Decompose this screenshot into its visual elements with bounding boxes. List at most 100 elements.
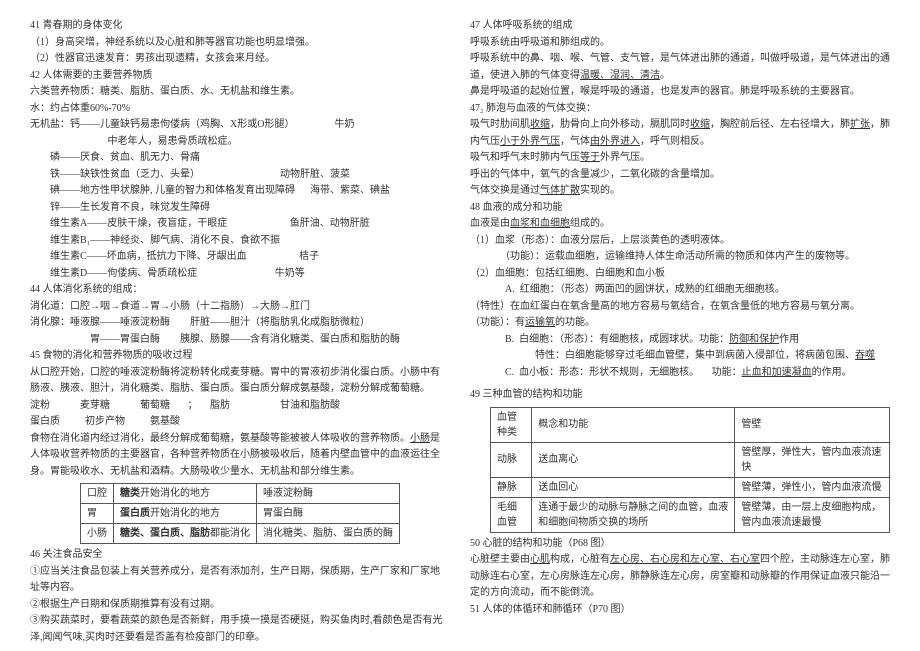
text-line: 46 关注食品安全	[30, 547, 445, 564]
text: ，肋骨向上向外移动，膈肌同时	[550, 119, 690, 130]
text-line: （功能）：有运输氧的功能。	[470, 315, 890, 332]
text-line: 42 人体需要的主要营养物质	[30, 68, 445, 85]
text-line: 维生素D——佝偻病、骨质疏松症 牛奶等	[30, 266, 445, 283]
underline-text: 小肠	[410, 433, 430, 444]
text-line: （1）血浆（形态）：血液分层后，上层淡黄色的透明液体。	[470, 233, 890, 250]
table-row: 动脉 送血离心 管壁厚，弹性大，管内血液流速快	[491, 442, 890, 477]
text-line: 碘——地方性甲状腺肿, 儿童的智力和体格发育出现障碍 海带、紫菜、碘盐	[30, 183, 445, 200]
text: 血液是由	[470, 218, 510, 229]
text-line: 51 人体的体循环和肺循环（P70 图）	[470, 602, 890, 619]
table-row: 口腔 糖类开始消化的地方 唾液淀粉酶	[81, 484, 400, 504]
cell: 消化糖类、脂肪、蛋白质的酶	[257, 524, 400, 544]
text-line: 水：约占体重60%-70%	[30, 101, 445, 118]
header-cell: 管壁	[735, 407, 890, 442]
underline-text: 由外界进入	[590, 136, 640, 147]
text: 组成的。	[570, 218, 610, 229]
right-column: 47 人体呼吸系统的组成 呼吸系统由呼吸道和肺组成的。 呼吸系统中的鼻、咽、喉、…	[460, 18, 890, 633]
cell: 蛋白质开始消化的地方	[114, 504, 257, 524]
text-line: B. 白细胞：（形态）：有细胞核，成圆球状。功能：防御和保护作用	[470, 332, 890, 349]
text-line: 47₂ 肺泡与血液的气体交换：	[470, 101, 890, 118]
text-line: 鼻是呼吸道的起始位置，喉是呼吸的通道，也是发声的器官。肺是呼吸系统的主要器官。	[470, 84, 890, 101]
text-line: 淀粉 麦芽糖 葡萄糖 ； 脂肪 甘油和脂肪酸	[30, 398, 445, 415]
text-line: 中老年人，易患骨质疏松症。	[30, 134, 445, 151]
text: 作用	[779, 334, 799, 345]
text: 外界气压。	[600, 152, 650, 163]
text-line: 呼吸系统由呼吸道和肺组成的。	[470, 35, 890, 52]
underline-text: 温暖、湿润、清洁	[580, 70, 660, 81]
cell: 管壁薄，由一层上皮细胞构成，管内血液流速最慢	[735, 497, 890, 532]
text: 吸气和呼气末时肺内气压	[470, 152, 580, 163]
text-line: A. 红细胞：（形态）两面凹的圆饼状，成熟的红细胞无细胞核。	[470, 282, 890, 299]
cell: 管壁厚，弹性大，管内血液流速快	[735, 442, 890, 477]
text: 实现的。	[580, 185, 620, 196]
text: （功能）：有	[470, 317, 525, 328]
text-line: 呼出的气体中，氧气的含量减少，二氧化碳的含量增加。	[470, 167, 890, 184]
text-line: 50 心脏的结构和功能（P68 图）	[470, 536, 890, 553]
cell: 唾液淀粉酶	[257, 484, 400, 504]
cell: 口腔	[81, 484, 114, 504]
underline-text: 左心房、右心房和左心室、右心室	[610, 554, 760, 565]
cell: 送血离心	[532, 442, 735, 477]
text-line: 气体交换是通过气体扩散实现的。	[470, 183, 890, 200]
text-line: （1）身高突增，神经系统以及心脏和肺等器官功能也明显增强。	[30, 35, 445, 52]
text: 都能消化	[210, 528, 250, 539]
text-line: 心脏壁主要由心肌构成，心脏有左心房、右心房和左心室、右心室四个腔，主动脉连左心室…	[470, 552, 890, 602]
underline-text: 血浆和血细胞	[510, 218, 570, 229]
text-line: 44 人体消化系统的组成：	[30, 282, 445, 299]
text-line: ①应当关注食品包装上有关营养成分，是否有添加剂，生产日期，保质期，生产厂家和厂家…	[30, 564, 445, 597]
cell: 胃蛋白酶	[257, 504, 400, 524]
text-line: 锌——生长发育不良，味觉发生障碍	[30, 200, 445, 217]
text: 开始消化的地方	[150, 508, 220, 519]
text-line: 吸气时肋间肌收缩，肋骨向上向外移动，膈肌同时收缩，胸腔前后径、左右径增大，肺扩张…	[470, 117, 890, 150]
text-line: 呼吸系统中的鼻、咽、喉、气管、支气管，是气体进出肺的通道，叫做呼吸道，是气体进出…	[470, 51, 890, 84]
text-line: ③购买蔬菜时，要看蔬菜的颜色是否新鲜，用手摸一摸是否硬挺，购买鱼肉时,看颜色是否…	[30, 613, 445, 646]
bold-text: 糖类	[120, 488, 140, 499]
text-line: 从口腔开始，口腔的唾液淀粉酶将淀粉转化成麦芽糖。胃中的胃液初步消化蛋白质。小肠中…	[30, 365, 445, 398]
text-line: 六类营养物质：糖类、脂肪、蛋白质、水、无机盐和维生素。	[30, 84, 445, 101]
table-row: 胃 蛋白质开始消化的地方 胃蛋白酶	[81, 504, 400, 524]
text: 。	[660, 70, 670, 81]
text: 的作用。	[812, 367, 852, 378]
text-line: （特性）在血红蛋白在氧含量高的地方容易与氧结合，在氧含量低的地方容易与氧分离。	[470, 299, 890, 316]
table-row: 小肠 糖类、蛋白质、脂肪都能消化 消化糖类、脂肪、蛋白质的酶	[81, 524, 400, 544]
text-line: 49 三种血管的结构和功能	[470, 387, 890, 404]
text: 特性：白细胞能够穿过毛细血管壁，集中到病菌入侵部位，将病菌包围、	[470, 350, 855, 361]
text: ，呼气则相反。	[640, 136, 710, 147]
text-line: 47 人体呼吸系统的组成	[470, 18, 890, 35]
text: C. 血小板：形态：形状不规则，无细胞核。 功能：	[470, 367, 742, 378]
text-line: 特性：白细胞能够穿过毛细血管壁，集中到病菌入侵部位，将病菌包围、吞噬	[470, 348, 890, 365]
cell: 小肠	[81, 524, 114, 544]
text-line: 食物在消化道内经过消化，最终分解成葡萄糖，氨基酸等能被被人体吸收的营养物质。小肠…	[30, 431, 445, 481]
text: B. 白细胞：（形态）：有细胞核，成圆球状。功能：	[470, 334, 729, 345]
underline-text: 气体扩散	[540, 185, 580, 196]
text-line: C. 血小板：形态：形状不规则，无细胞核。 功能：止血和加速凝血的作用。	[470, 365, 890, 382]
text-line: 胃——胃蛋白酶 胰腺、肠腺——含有消化糖类、蛋白质和脂肪的酶	[30, 332, 445, 349]
text: 心脏壁主要由	[470, 554, 530, 565]
underline-text: 吞噬	[855, 350, 875, 361]
underline-text: 等于	[580, 152, 600, 163]
cell: 连通于最少的动脉与静脉之间的血管，血液和细胞间物质交换的场所	[532, 497, 735, 532]
underline-text: 收缩	[530, 119, 550, 130]
table-row: 毛细血管 连通于最少的动脉与静脉之间的血管，血液和细胞间物质交换的场所 管壁薄，…	[491, 497, 890, 532]
table-row: 静脉 送血回心 管壁薄，弹性小，管内血液流慢	[491, 477, 890, 497]
text-line: 41 青春期的身体变化	[30, 18, 445, 35]
text-line: 吸气和呼气末时肺内气压等于外界气压。	[470, 150, 890, 167]
underline-text: 心肌	[530, 554, 550, 565]
cell: 糖类、蛋白质、脂肪都能消化	[114, 524, 257, 544]
cell: 动脉	[491, 442, 532, 477]
underline-text: 收缩	[690, 119, 710, 130]
text-line: （2）性器官迅速发育：男孩出现遗精，女孩会来月经。	[30, 51, 445, 68]
cell: 送血回心	[532, 477, 735, 497]
text-line: （功能）：运载血细胞，运输维持人体生命活动所需的物质和体内产生的废物等。	[470, 249, 890, 266]
underline-text: 止血和加速凝血	[742, 367, 812, 378]
text: 吸气时肋间肌	[470, 119, 530, 130]
text-line: 无机盐：钙——儿童缺钙易患佝偻病（鸡胸、X形或O形腿） 牛奶	[30, 117, 445, 134]
header-cell: 血管种类	[491, 407, 532, 442]
text-line: 消化道：口腔→咽→食道→胃→小肠（十二指肠）→大肠→肛门	[30, 299, 445, 316]
left-column: 41 青春期的身体变化 （1）身高突增，神经系统以及心脏和肺等器官功能也明显增强…	[30, 18, 460, 633]
text: 构成，心脏有	[550, 554, 610, 565]
digestion-table: 口腔 糖类开始消化的地方 唾液淀粉酶 胃 蛋白质开始消化的地方 胃蛋白酶 小肠 …	[80, 483, 400, 544]
text-line: ②根据生产日期和保质期推算有没有过期。	[30, 597, 445, 614]
text-line: 铁——缺铁性贫血（乏力、头晕） 动物肝脏、菠菜	[30, 167, 445, 184]
underline-text: 扩张	[850, 119, 870, 130]
